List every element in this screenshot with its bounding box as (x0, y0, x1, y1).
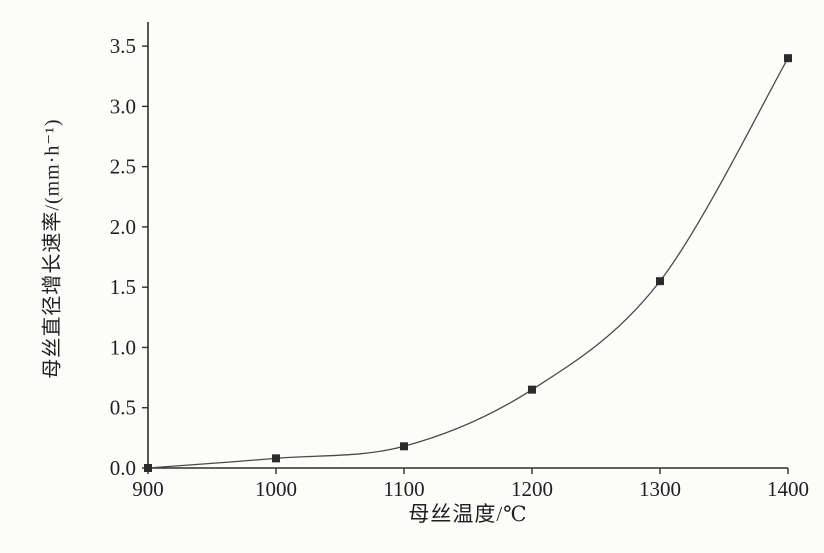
y-tick-label: 1.0 (110, 335, 136, 359)
y-tick-label: 1.5 (110, 275, 136, 299)
y-tick-label: 2.5 (110, 155, 136, 179)
x-axis-label: 母丝温度/℃ (408, 502, 528, 526)
data-point-marker (272, 454, 280, 463)
y-tick-label: 3.5 (110, 34, 136, 58)
data-point-marker (400, 442, 408, 451)
data-point-marker (656, 277, 664, 286)
data-line (147, 57, 789, 469)
x-tick-label: 1100 (383, 477, 424, 501)
x-tick-label: 1200 (511, 477, 553, 501)
y-tick-label: 0.5 (110, 396, 136, 420)
y-tick-label: 3.0 (110, 94, 136, 118)
x-tick-label: 900 (132, 477, 164, 501)
y-tick-label: 2.0 (110, 215, 136, 239)
x-tick-label: 1400 (767, 477, 809, 501)
y-axis-label: 母丝直径增长速率/(mm·h⁻¹) (41, 118, 64, 379)
x-tick-label: 1300 (639, 477, 681, 501)
x-tick-label: 1000 (255, 477, 297, 501)
data-point-marker (784, 54, 792, 63)
y-tick-label: 0.0 (110, 456, 136, 480)
data-point-marker (144, 464, 152, 472)
data-point-marker (528, 385, 536, 394)
